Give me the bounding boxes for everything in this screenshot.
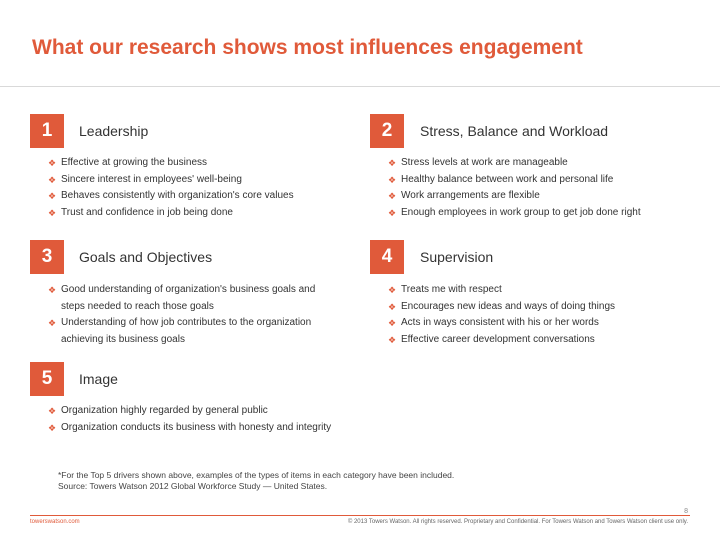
list-item: ❖ Behaves consistently with organization'… (48, 188, 348, 205)
diamond-cluster-icon: ❖ (388, 285, 397, 295)
footnote: *For the Top 5 drivers shown above, exam… (58, 470, 454, 492)
list-item: ❖ Enough employees in work group to get j… (388, 205, 698, 222)
footer-website-link[interactable]: towerswatson.com (30, 519, 80, 525)
footer-divider (30, 515, 690, 516)
diamond-cluster-icon: ❖ (388, 318, 397, 328)
title-divider (0, 86, 720, 87)
list-item: ❖ Healthy balance between work and person… (388, 172, 698, 189)
diamond-cluster-icon: ❖ (48, 406, 57, 416)
section-heading-supervision: Supervision (420, 249, 494, 265)
list-item: ❖ Acts in ways consistent with his or her… (388, 315, 698, 332)
list-item: ❖ Good understanding of organization's bu… (48, 284, 316, 312)
diamond-cluster-icon: ❖ (48, 174, 57, 185)
diamond-cluster-icon: ❖ (388, 301, 397, 312)
diamond-cluster-icon: ❖ (48, 422, 57, 433)
source-line: Source: Towers Watson 2012 Global Workfo… (58, 481, 328, 491)
copyright-notice: © 2013 Towers Watson. All rights reserve… (347, 519, 688, 525)
diamond-cluster-icon: ❖ (48, 318, 57, 328)
list-item: ❖ Work arrangements are flexible (388, 188, 698, 205)
diamond-cluster-icon: ❖ (388, 191, 397, 201)
section-heading-leadership: Leadership (79, 123, 149, 139)
page-number: 8 (684, 508, 688, 515)
goals-items: ❖ Good understanding of organization's bu… (48, 282, 333, 348)
diamond-cluster-icon: ❖ (388, 207, 397, 218)
list-item: ❖ Treats me with respect (388, 282, 698, 299)
list-item: ❖ Effective at growing the business (48, 155, 348, 172)
list-item: ❖ Organization highly regarded by general… (48, 403, 333, 420)
section-number-badge: 1 (30, 114, 64, 148)
list-item: ❖ Stress levels at work are manageable (388, 155, 698, 172)
diamond-cluster-icon: ❖ (388, 158, 397, 168)
stress-items: ❖ Stress levels at work are manageable ❖ H… (388, 155, 698, 221)
page-title: What our research shows most influences … (32, 36, 583, 59)
supervision-items: ❖ Treats me with respect ❖ Encourages new … (388, 282, 698, 348)
list-item: ❖ Trust and confidence in job being done (48, 205, 348, 222)
section-number-badge: 2 (370, 114, 404, 148)
list-item: ❖ Encourages new ideas and ways of doing … (388, 299, 698, 316)
diamond-cluster-icon: ❖ (48, 285, 57, 295)
list-item: ❖ Organization conducts its business with… (48, 420, 333, 437)
diamond-cluster-icon: ❖ (48, 191, 57, 201)
diamond-cluster-icon: ❖ (388, 334, 397, 345)
image-items: ❖ Organization highly regarded by general… (48, 403, 333, 436)
section-number-badge: 4 (370, 240, 404, 274)
list-item: ❖ Effective career development conversati… (388, 332, 698, 349)
section-heading-stress: Stress, Balance and Workload (420, 123, 609, 139)
footnote-line: *For the Top 5 drivers shown above, exam… (58, 470, 455, 480)
list-item: ❖ Understanding of how job contributes to… (48, 317, 312, 345)
section-heading-goals: Goals and Objectives (79, 249, 213, 265)
section-number-badge: 5 (30, 362, 64, 396)
diamond-cluster-icon: ❖ (48, 158, 57, 168)
diamond-cluster-icon: ❖ (48, 207, 57, 218)
leadership-items: ❖ Effective at growing the business ❖ Sinc… (48, 155, 348, 221)
section-heading-image: Image (79, 371, 118, 387)
section-number-badge: 3 (30, 240, 64, 274)
diamond-cluster-icon: ❖ (388, 174, 397, 185)
list-item: ❖ Sincere interest in employees' well-bei… (48, 172, 348, 189)
